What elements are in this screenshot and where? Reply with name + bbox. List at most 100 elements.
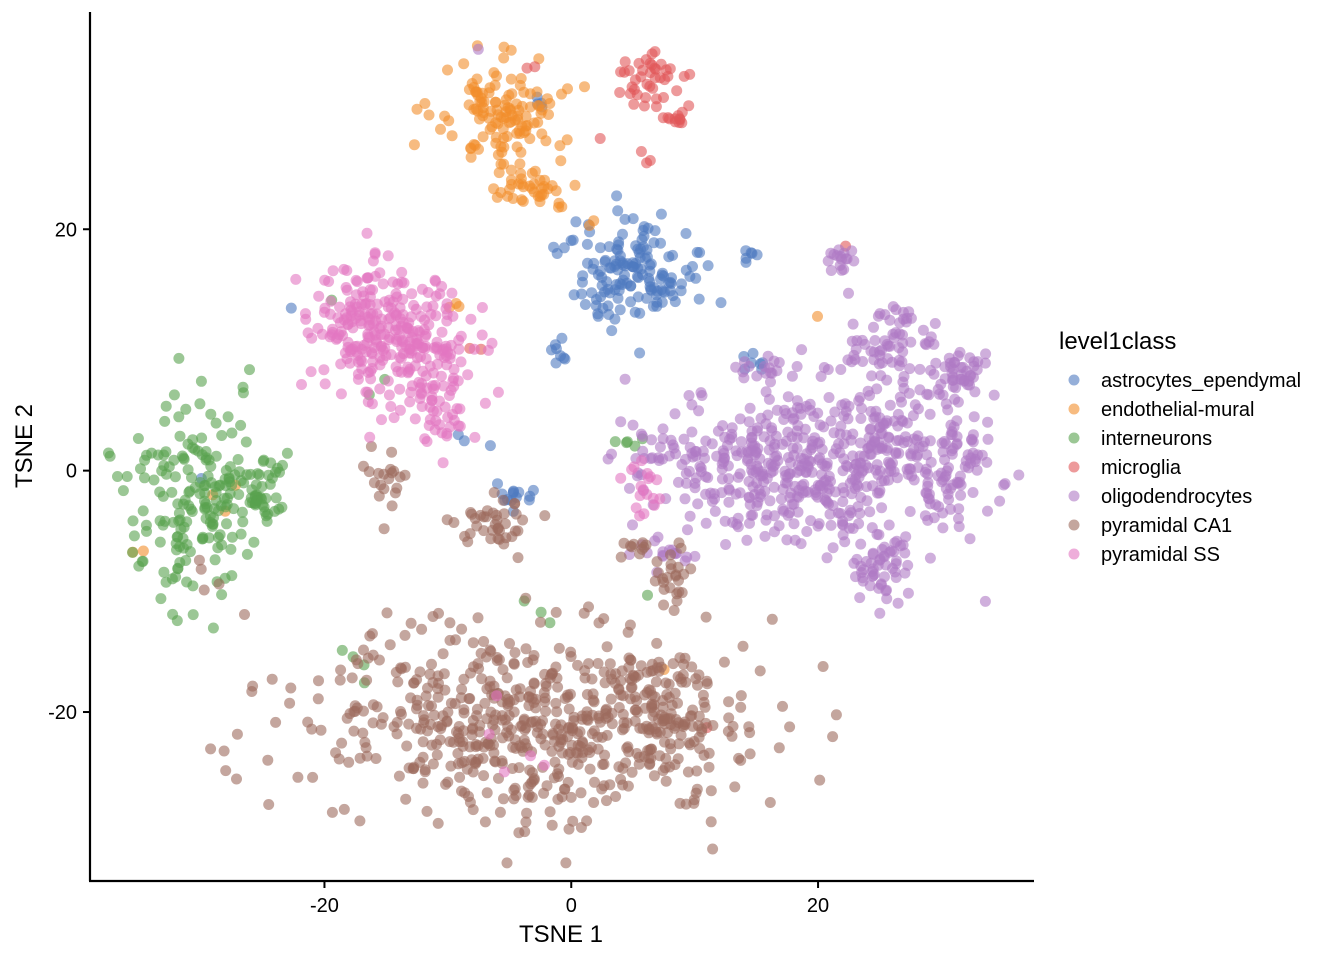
data-point (622, 626, 634, 638)
data-point (660, 677, 672, 689)
data-point (210, 417, 222, 429)
data-point (483, 728, 495, 740)
data-point (570, 216, 582, 228)
data-point (366, 346, 378, 358)
data-point (455, 330, 467, 342)
data-point (855, 413, 867, 424)
data-point (919, 510, 931, 522)
data-point (743, 360, 755, 372)
data-point (436, 280, 448, 292)
data-point (205, 408, 217, 420)
data-point (492, 533, 504, 545)
data-point (755, 470, 767, 482)
data-point (411, 722, 422, 734)
data-point (313, 675, 324, 687)
data-point (350, 654, 362, 666)
data-point (628, 84, 640, 95)
data-point (735, 754, 747, 766)
data-point (909, 399, 921, 411)
data-point (523, 494, 535, 506)
data-point (961, 365, 973, 377)
legend-label: oligodendrocytes (1101, 486, 1252, 508)
data-point (924, 435, 936, 447)
data-point (496, 714, 508, 726)
data-point (531, 727, 543, 739)
data-point (472, 43, 484, 55)
data-point (513, 762, 525, 774)
data-point (884, 314, 896, 326)
data-point (221, 518, 232, 530)
data-point (621, 277, 633, 289)
legend-label: endothelial-mural (1101, 399, 1254, 421)
data-point (534, 196, 546, 208)
data-point (892, 408, 904, 420)
data-point (893, 342, 905, 354)
data-point (292, 771, 304, 783)
data-point (649, 46, 661, 58)
data-point (594, 265, 606, 277)
data-point (626, 464, 638, 475)
data-point (887, 301, 899, 313)
data-point (512, 552, 524, 564)
data-point (770, 430, 782, 442)
data-point (489, 79, 501, 91)
data-point (595, 291, 607, 303)
data-point (673, 738, 685, 750)
data-point (805, 444, 817, 456)
data-point (657, 423, 669, 435)
data-point (599, 256, 611, 268)
data-point (875, 370, 887, 382)
data-point (718, 656, 730, 668)
data-point (563, 703, 575, 715)
data-point (405, 617, 417, 629)
data-point (625, 540, 636, 552)
data-point (857, 465, 869, 476)
data-point (615, 551, 627, 563)
data-point (159, 515, 171, 527)
legend-title: level1class (1059, 328, 1176, 355)
data-point (829, 406, 841, 418)
data-point (397, 309, 409, 321)
data-point (675, 542, 687, 554)
data-point (723, 496, 735, 508)
data-point (471, 73, 483, 85)
data-point (619, 213, 631, 225)
data-point (581, 815, 593, 827)
data-point (360, 386, 372, 398)
data-point (641, 666, 653, 678)
data-point (442, 411, 454, 423)
data-point (618, 66, 630, 78)
data-point (636, 455, 648, 467)
data-point (954, 470, 966, 482)
data-point (315, 724, 327, 736)
data-point (598, 758, 610, 770)
data-point (734, 468, 746, 480)
data-point (250, 479, 262, 491)
data-point (381, 607, 393, 619)
data-point (862, 385, 874, 397)
data-point (425, 308, 437, 320)
data-point (456, 785, 467, 797)
data-point (410, 338, 422, 350)
data-point (437, 648, 449, 660)
data-point (555, 719, 567, 731)
data-point (195, 563, 207, 575)
data-point (209, 503, 220, 515)
x-ticks: -20 0 20 (310, 881, 829, 917)
data-point (674, 797, 686, 809)
data-point (306, 723, 318, 735)
data-point (857, 572, 869, 584)
data-point (375, 718, 387, 730)
data-point (418, 710, 430, 722)
data-point (827, 542, 839, 554)
data-point (649, 691, 661, 703)
data-point (187, 609, 199, 621)
data-point (492, 386, 504, 398)
data-point (482, 738, 494, 750)
data-point (843, 287, 854, 299)
data-point (680, 228, 692, 239)
data-point (441, 514, 453, 526)
data-point (231, 728, 243, 740)
data-point (433, 607, 444, 619)
data-point (270, 716, 282, 728)
